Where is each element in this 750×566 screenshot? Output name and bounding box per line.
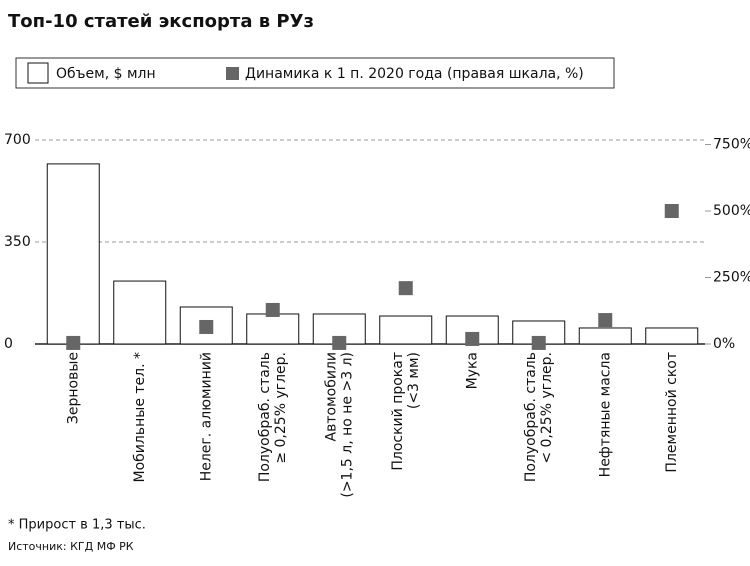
marker — [531, 335, 546, 350]
bar — [246, 313, 300, 345]
y-tick-label: 700 — [4, 132, 31, 148]
bar — [379, 315, 433, 345]
x-tick-label: Полуобраб. сталь< 0,25% углер. — [523, 352, 555, 482]
bar — [113, 280, 167, 345]
y-tick-label: 0 — [4, 336, 13, 352]
x-tick-label: Зерновые — [65, 352, 81, 424]
source: Источник: КГД МФ РК — [8, 540, 134, 553]
y2-tick-label: 500% — [713, 203, 750, 219]
legend-swatch — [226, 67, 239, 80]
x-tick-label: Плоский прокат(<3 мм) — [390, 352, 422, 471]
footnote: * Прирост в 1,3 тыс. — [8, 518, 146, 533]
marker — [398, 281, 413, 296]
marker — [332, 335, 347, 350]
marker — [465, 331, 480, 346]
x-tick-label: Нефтяные масла — [597, 352, 613, 477]
y2-tick-label: 0% — [713, 336, 735, 352]
legend-box — [15, 57, 615, 89]
marker — [265, 302, 280, 317]
chart-title: Топ-10 статей экспорта в РУз — [8, 11, 314, 32]
marker — [664, 204, 679, 219]
x-tick-label: Нелег. алюминий — [198, 352, 214, 481]
x-tick-label: Племенной скот — [664, 352, 680, 473]
x-tick-label: Автомобили(>1,5 л, но не >3 л) — [323, 352, 355, 498]
x-tick-label: Мобильные тел. * — [132, 352, 148, 482]
y2-tick-label: 750% — [713, 137, 750, 153]
bar — [645, 327, 699, 345]
bar — [578, 327, 632, 345]
x-tick-label: Полуобраб. сталь≥ 0,25% углер. — [257, 352, 289, 482]
x-tick-label: Мука — [464, 352, 480, 389]
marker — [66, 335, 81, 350]
legend-label: Объем, $ млн — [56, 66, 156, 82]
bar — [46, 163, 100, 345]
marker — [199, 319, 214, 334]
legend-swatch — [27, 62, 49, 84]
marker — [598, 313, 613, 328]
y2-tick-label: 250% — [713, 270, 750, 286]
legend-label: Динамика к 1 п. 2020 года (правая шкала,… — [245, 66, 584, 82]
y-tick-label: 350 — [4, 234, 31, 250]
